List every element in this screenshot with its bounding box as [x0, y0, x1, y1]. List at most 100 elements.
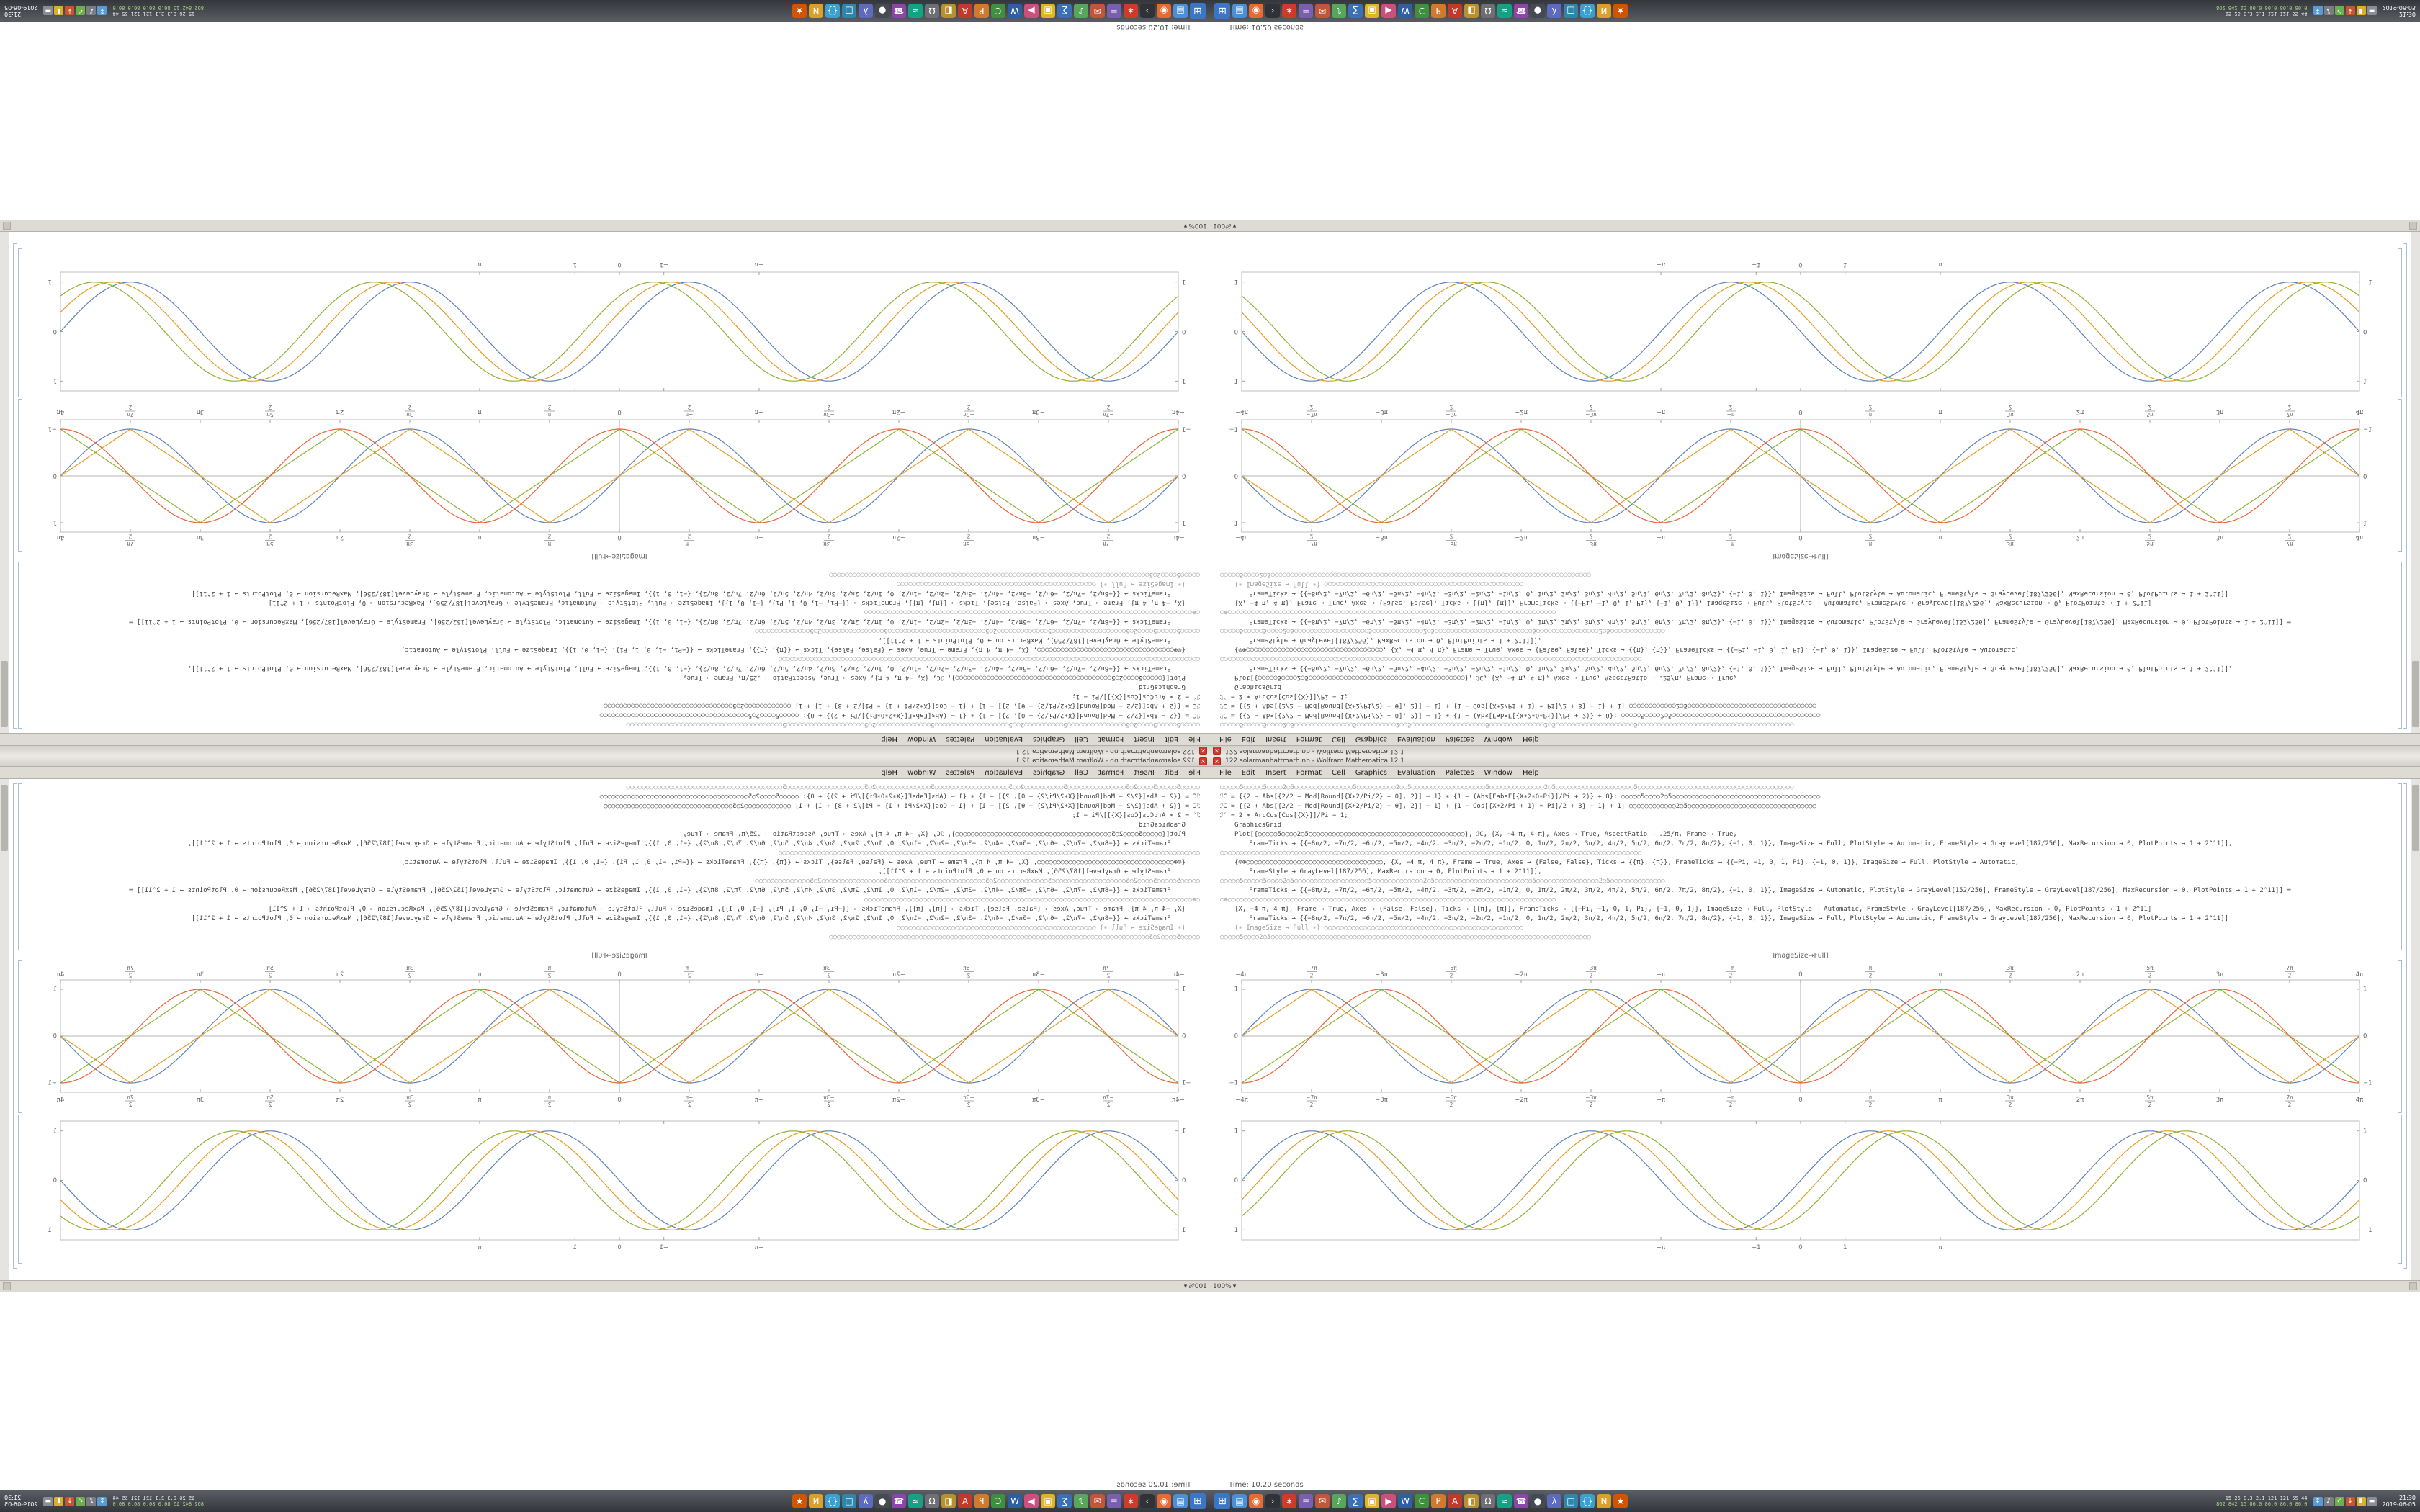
settings-icon[interactable]: Ω — [1481, 4, 1495, 18]
resize-corner[interactable] — [2409, 222, 2417, 230]
menu-item-edit[interactable]: Edit — [1241, 735, 1256, 744]
code-line[interactable]: FrameTicks → {{−8π/2, −7π/2, −6π/2, −5π/… — [1249, 887, 2291, 894]
code-cell-bracket[interactable] — [18, 783, 22, 950]
calculator-icon[interactable]: ∑ — [1348, 4, 1363, 18]
code-line[interactable]: GraphicsGrid[ — [1134, 822, 1186, 829]
code-line[interactable]: ℐ′ ≔ 2 ∗ ArcCos[Cos[{X}]]/Pi − 1; — [1072, 812, 1200, 819]
code-cell-bracket[interactable] — [2398, 783, 2402, 950]
chat-icon[interactable]: ☎ — [892, 1494, 906, 1508]
braid-plot-cell-bracket[interactable] — [2398, 960, 2402, 1113]
menu-item-window[interactable]: Window — [908, 735, 936, 744]
menu-item-format[interactable]: Format — [1296, 768, 1322, 777]
code-line[interactable]: FrameStyle → GrayLevel[187/256], MaxRecu… — [1249, 868, 1542, 876]
start-button[interactable]: ⊞ — [1190, 3, 1206, 19]
clipboard-icon[interactable]: ▬ — [43, 6, 53, 16]
video-player-icon[interactable]: ▶ — [1024, 1494, 1039, 1508]
scrollbar-thumb[interactable] — [1, 785, 8, 851]
shield-icon[interactable]: ✓ — [76, 1496, 86, 1506]
menu-item-palettes[interactable]: Palettes — [1445, 768, 1474, 777]
system-monitor-icon[interactable]: ≈ — [1497, 1494, 1512, 1508]
magnification-control[interactable]: 100% ▾ — [1213, 222, 1236, 230]
dev-ide-icon[interactable]: {} — [1580, 4, 1595, 18]
menu-item-graphics[interactable]: Graphics — [1355, 768, 1387, 777]
mathematica-icon[interactable]: ∗ — [1282, 1494, 1296, 1508]
web-browser-icon[interactable]: ◉ — [1157, 4, 1171, 18]
notes-icon[interactable]: N — [809, 1494, 823, 1508]
settings-icon[interactable]: Ω — [925, 1494, 939, 1508]
cell-group-bracket[interactable] — [2403, 783, 2407, 1269]
code-line[interactable]: FrameTicks → {{−8π/2, −7π/2, −6π/2, −5π/… — [1249, 665, 2233, 672]
battery-icon[interactable]: ▮ — [2356, 1496, 2366, 1506]
cell-group-bracket[interactable] — [13, 243, 17, 729]
code-line[interactable]: FrameStyle → GrayLevel[187/256], MaxRecu… — [878, 868, 1171, 876]
menu-item-window[interactable]: Window — [1484, 735, 1512, 744]
code-line[interactable]: ○○○○○○○○○○○○○○○○○○○○○○○○○○○○○○○○○○○○○○○○… — [778, 850, 1200, 857]
code-line[interactable]: GraphicsGrid[ — [1134, 683, 1186, 690]
vertical-scrollbar[interactable] — [0, 779, 9, 1280]
office-writer-icon[interactable]: W — [1398, 1494, 1412, 1508]
office-impress-icon[interactable]: P — [1431, 1494, 1446, 1508]
menu-item-help[interactable]: Help — [881, 768, 898, 777]
code-line[interactable]: ○○○○○5○○○○2○5○○○○○○○○○○○○○○○○○○○○○○○○○○○… — [1220, 934, 1591, 941]
mathematica-icon[interactable]: ∗ — [1124, 1494, 1138, 1508]
camera-icon[interactable]: ● — [875, 4, 889, 18]
file-manager-icon[interactable]: ▤ — [1232, 4, 1247, 18]
code-line[interactable]: FrameTicks → {{−8π/2, −7π/2, −6π/2, −5π/… — [1249, 590, 2229, 597]
web-browser-icon[interactable]: ◉ — [1157, 1494, 1171, 1508]
volume-icon[interactable]: ♪ — [86, 1496, 97, 1506]
system-monitor-icon[interactable]: ≈ — [908, 1494, 923, 1508]
taskbar-clock[interactable]: 21:30 2019-06-05 — [2383, 1495, 2416, 1508]
update-icon[interactable]: ↓ — [65, 1496, 75, 1506]
image-viewer-icon[interactable]: ▣ — [1365, 4, 1379, 18]
menu-item-cell[interactable]: Cell — [1332, 768, 1345, 777]
code-line[interactable]: ○○○○○5○○○○2○5○○○○○○○○○○○○○○○○○○○○○○○○○○○… — [829, 934, 1200, 941]
code-line[interactable]: ○○○○○○○○○○○○○○○○○○○○○○○○○○○○○○○○○○○○○○○○… — [1220, 655, 1642, 662]
magnification-control[interactable]: 100% ▾ — [1184, 222, 1207, 230]
mail-icon[interactable]: ✉ — [1315, 1494, 1330, 1508]
office-calc-icon[interactable]: C — [1415, 4, 1429, 18]
terminal-icon[interactable]: › — [1265, 1494, 1280, 1508]
mail-icon[interactable]: ✉ — [1090, 4, 1105, 18]
dev-ide-icon[interactable]: {} — [825, 4, 840, 18]
braid-plot-cell-bracket[interactable] — [2398, 399, 2402, 552]
wolfram-kernel-icon[interactable]: ★ — [1613, 4, 1628, 18]
menu-item-evaluation[interactable]: Evaluation — [1397, 735, 1435, 744]
start-button[interactable]: ⊞ — [1190, 1493, 1206, 1509]
office-calc-icon[interactable]: C — [991, 4, 1005, 18]
code-line[interactable]: Plot[{○○○○○5○○○○2○5○○○○○○○○○○○○○○○○○○○○○… — [1234, 674, 1737, 681]
menu-item-format[interactable]: Format — [1296, 735, 1322, 744]
shield-icon[interactable]: ✓ — [2334, 1496, 2344, 1506]
image-viewer-icon[interactable]: ▣ — [1041, 4, 1055, 18]
code-line[interactable]: {X, −4 π, 4 π}, Frame → True, Axes → {Fa… — [268, 906, 1186, 913]
code-line[interactable]: FrameTicks → {{−8π/2, −7π/2, −6π/2, −5π/… — [1249, 840, 2233, 847]
camera-icon[interactable]: ● — [875, 1494, 889, 1508]
network-icon[interactable]: ↕ — [97, 6, 107, 16]
menu-item-file[interactable]: File — [1188, 735, 1201, 744]
code-line[interactable]: FrameTicks → {{−8π/2, −7π/2, −6π/2, −5π/… — [129, 618, 1171, 625]
code-line[interactable]: FrameTicks → {{−8π/2, −7π/2, −6π/2, −5π/… — [191, 590, 1171, 597]
update-icon[interactable]: ↓ — [2345, 6, 2355, 16]
code-line[interactable]: ○○○○○5○○○○○5○○○○2○5○○○○○○○○○○○○○○○5○○○○○… — [626, 784, 1200, 791]
menu-item-graphics[interactable]: Graphics — [1033, 735, 1065, 744]
archive-manager-icon[interactable]: ◧ — [1464, 1494, 1479, 1508]
music-player-icon[interactable]: ♪ — [1074, 1494, 1088, 1508]
menu-item-graphics[interactable]: Graphics — [1033, 768, 1065, 777]
code-line[interactable]: (∗ ImageSize → Full ∗) ○○○○○○○○○○○○○○○○○… — [1234, 924, 1523, 932]
taskbar-clock[interactable]: 21:30 2019-06-05 — [2383, 4, 2416, 17]
archive-manager-icon[interactable]: ◧ — [941, 4, 956, 18]
video-player-icon[interactable]: ▶ — [1381, 1494, 1396, 1508]
menu-item-window[interactable]: Window — [908, 768, 936, 777]
menu-item-cell[interactable]: Cell — [1075, 768, 1088, 777]
wolfram-kernel-icon[interactable]: ★ — [792, 4, 807, 18]
volume-icon[interactable]: ♪ — [2323, 1496, 2334, 1506]
menu-item-evaluation[interactable]: Evaluation — [985, 735, 1023, 744]
text-editor-icon[interactable]: ≡ — [1107, 4, 1121, 18]
graphics-editor-icon[interactable]: λ — [859, 4, 873, 18]
calculator-icon[interactable]: ∑ — [1057, 4, 1072, 18]
menu-item-evaluation[interactable]: Evaluation — [1397, 768, 1435, 777]
code-line[interactable]: FrameTicks → {{−8π/2, −7π/2, −6π/2, −5π/… — [187, 840, 1171, 847]
taskbar-clock[interactable]: 21:30 2019-06-05 — [4, 1495, 38, 1508]
code-line[interactable]: ○○○○○5○○○○○5○○○○2○5○○○○○○○○○○○○○○○5○○○○○… — [1220, 721, 1794, 728]
office-impress-icon[interactable]: P — [974, 1494, 989, 1508]
office-impress-icon[interactable]: P — [1431, 4, 1446, 18]
